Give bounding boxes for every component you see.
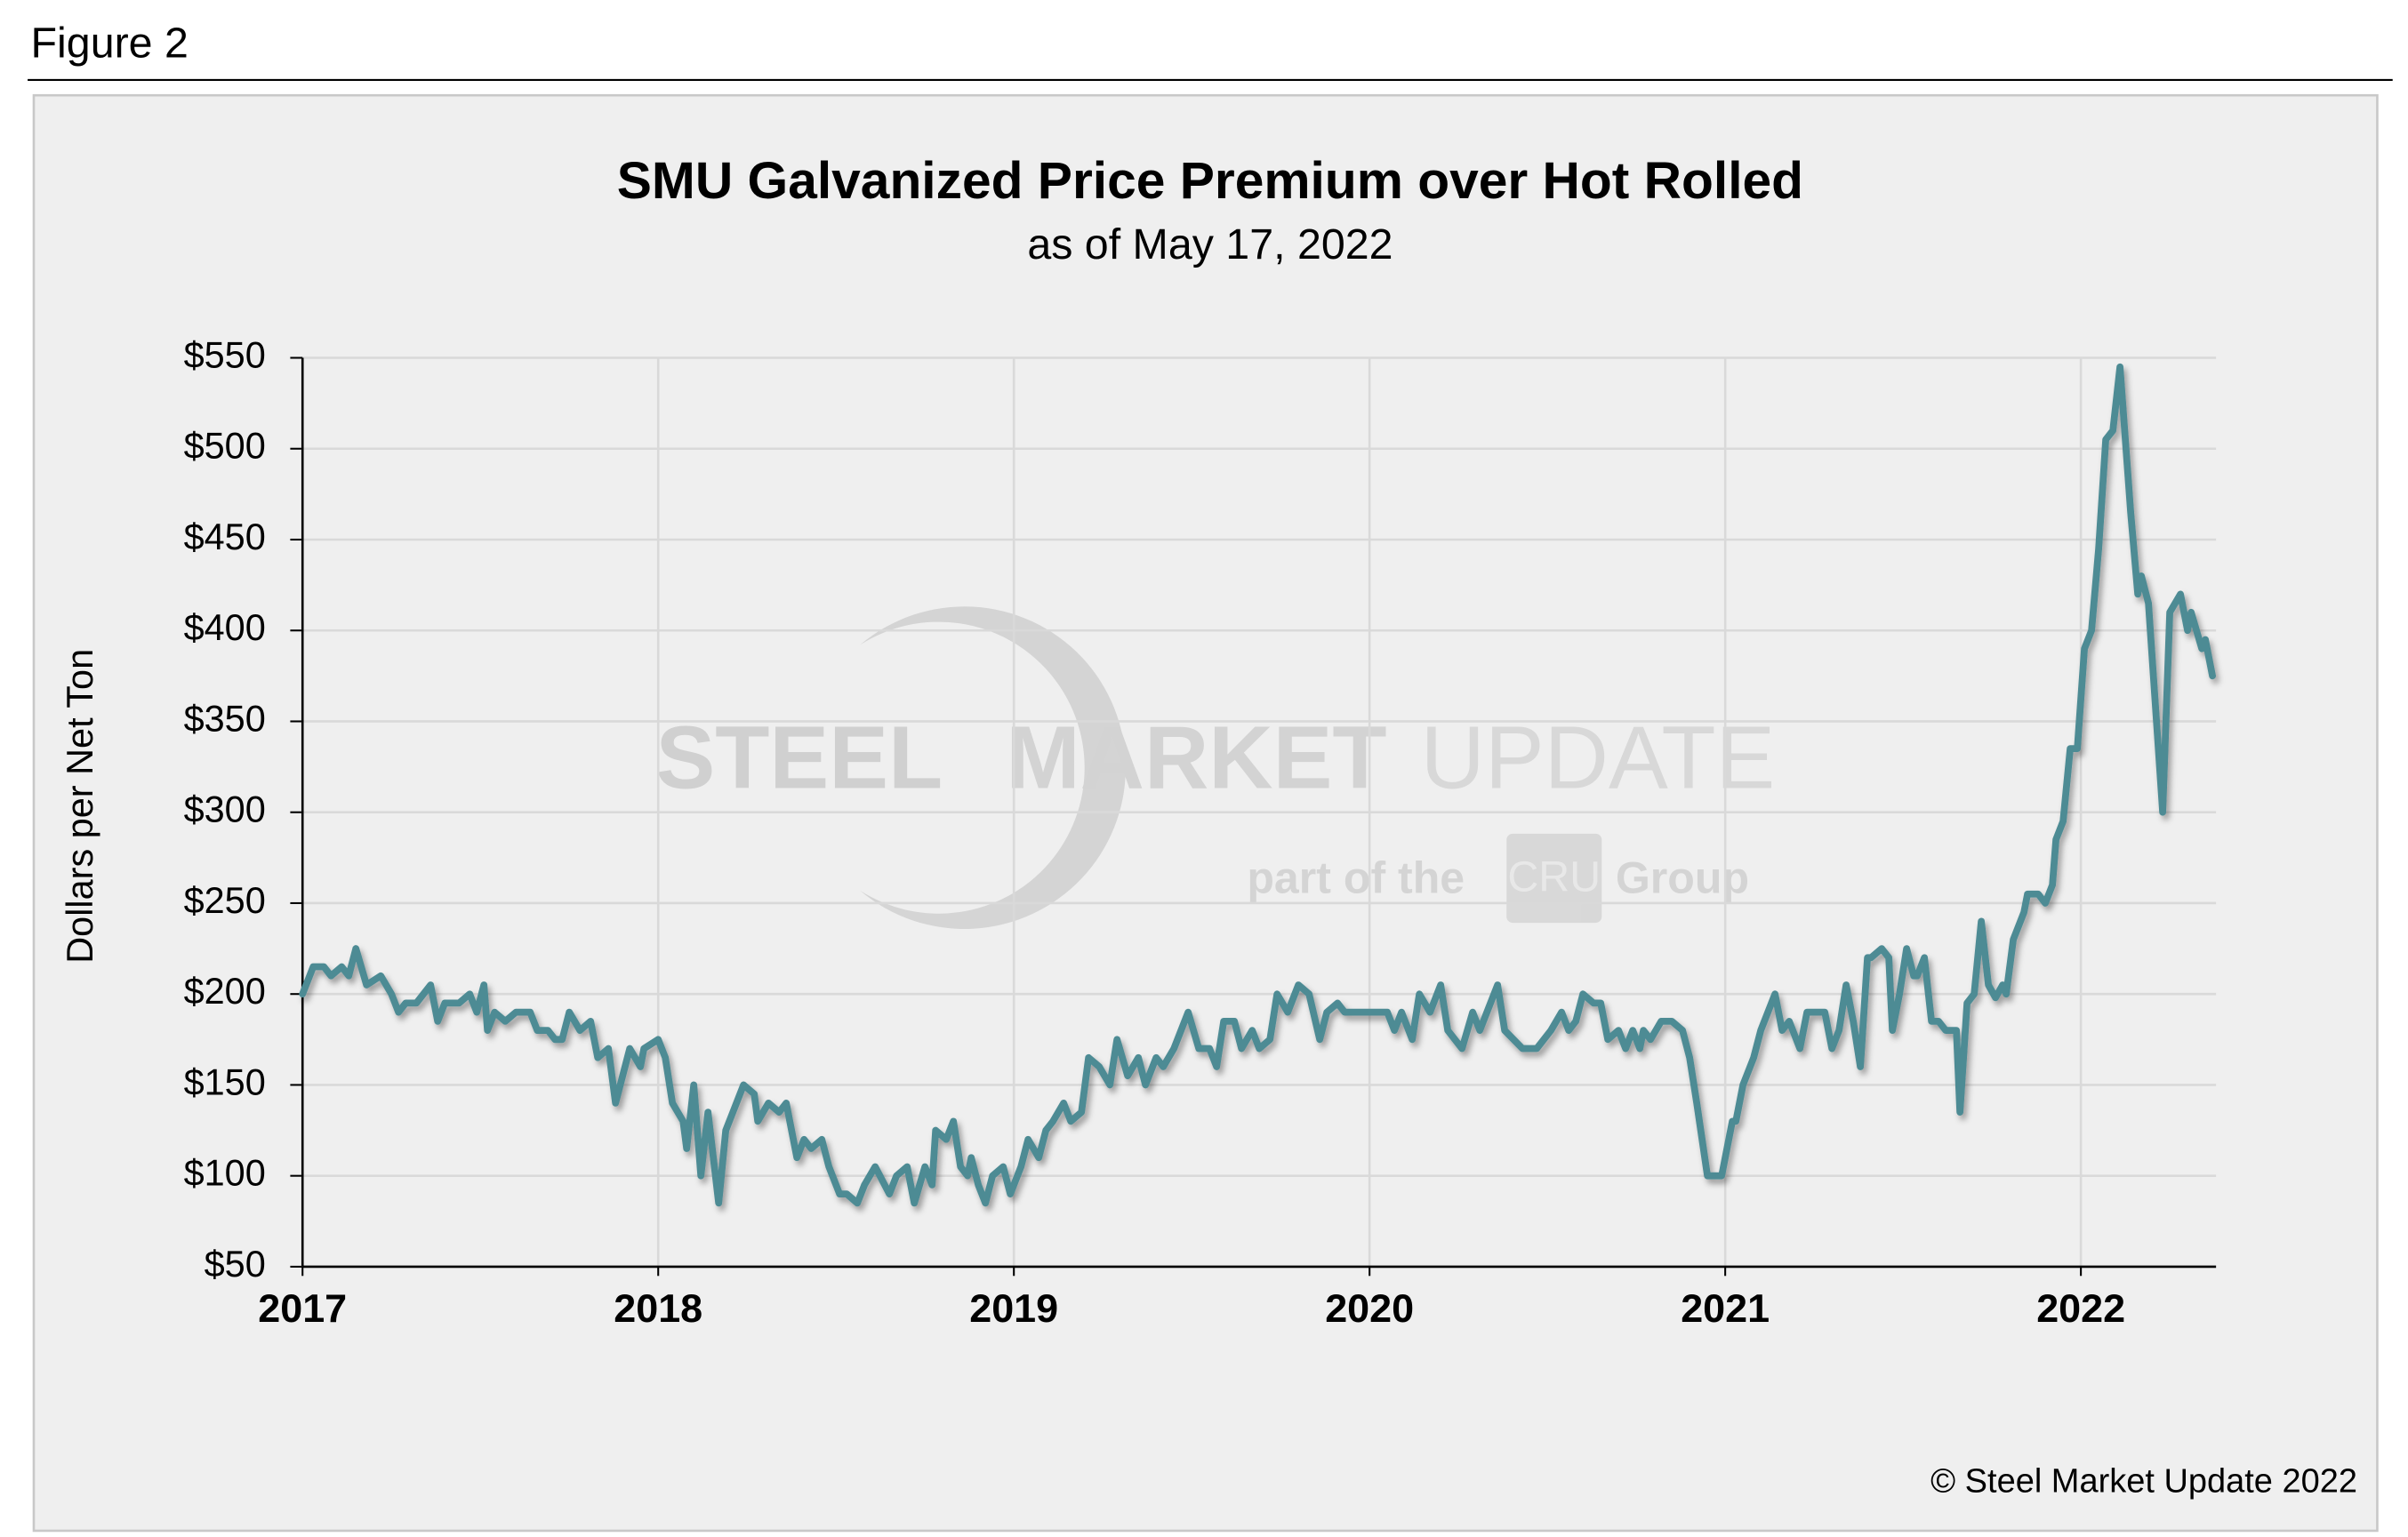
y-tick-label: $450 <box>184 516 266 557</box>
figure-label: Figure 2 <box>31 20 189 68</box>
x-tick-label: 2020 <box>1325 1285 1414 1331</box>
y-tick-label: $200 <box>184 970 266 1012</box>
watermark-brand: MARKET <box>1006 708 1386 808</box>
x-tick-label: 2022 <box>2036 1285 2125 1331</box>
copyright: © Steel Market Update 2022 <box>1930 1462 2357 1500</box>
watermark-tagline: CRU <box>1507 853 1601 901</box>
chart-subtitle: as of May 17, 2022 <box>1027 220 1393 268</box>
data-line <box>299 363 2216 1207</box>
x-tick-label: 2018 <box>614 1285 702 1331</box>
watermark: STEEL MARKET UPDATE part of the CRU Grou… <box>655 581 1776 929</box>
chart-title: SMU Galvanized Price Premium over Hot Ro… <box>617 152 1803 210</box>
watermark-tagline: Group <box>1616 853 1749 903</box>
y-tick-label: $50 <box>205 1243 266 1285</box>
x-tick-label: 2021 <box>1681 1285 1770 1331</box>
y-tick-label: $150 <box>184 1061 266 1102</box>
watermark-brand: UPDATE <box>1421 708 1776 808</box>
y-tick-label: $400 <box>184 606 266 648</box>
watermark-logo <box>1506 833 1602 924</box>
y-tick-label: $250 <box>184 879 266 921</box>
plot-area: $50 $100 $150 $200 $250 $300 $350 $400 $450 $500 $… <box>184 333 2217 1331</box>
x-tick-label: 2019 <box>969 1285 1058 1331</box>
y-tick-label: $500 <box>184 425 266 467</box>
y-tick-label: $300 <box>184 789 266 830</box>
y-tick-label: $350 <box>184 697 266 739</box>
y-tick-label: $100 <box>184 1152 266 1194</box>
y-axis-label: Dollars per Net Ton <box>59 649 100 964</box>
x-tick-label: 2017 <box>258 1285 347 1331</box>
y-tick-label: $550 <box>184 333 266 375</box>
watermark-brand: STEEL <box>655 708 943 808</box>
watermark-tagline: part of the <box>1247 853 1465 903</box>
